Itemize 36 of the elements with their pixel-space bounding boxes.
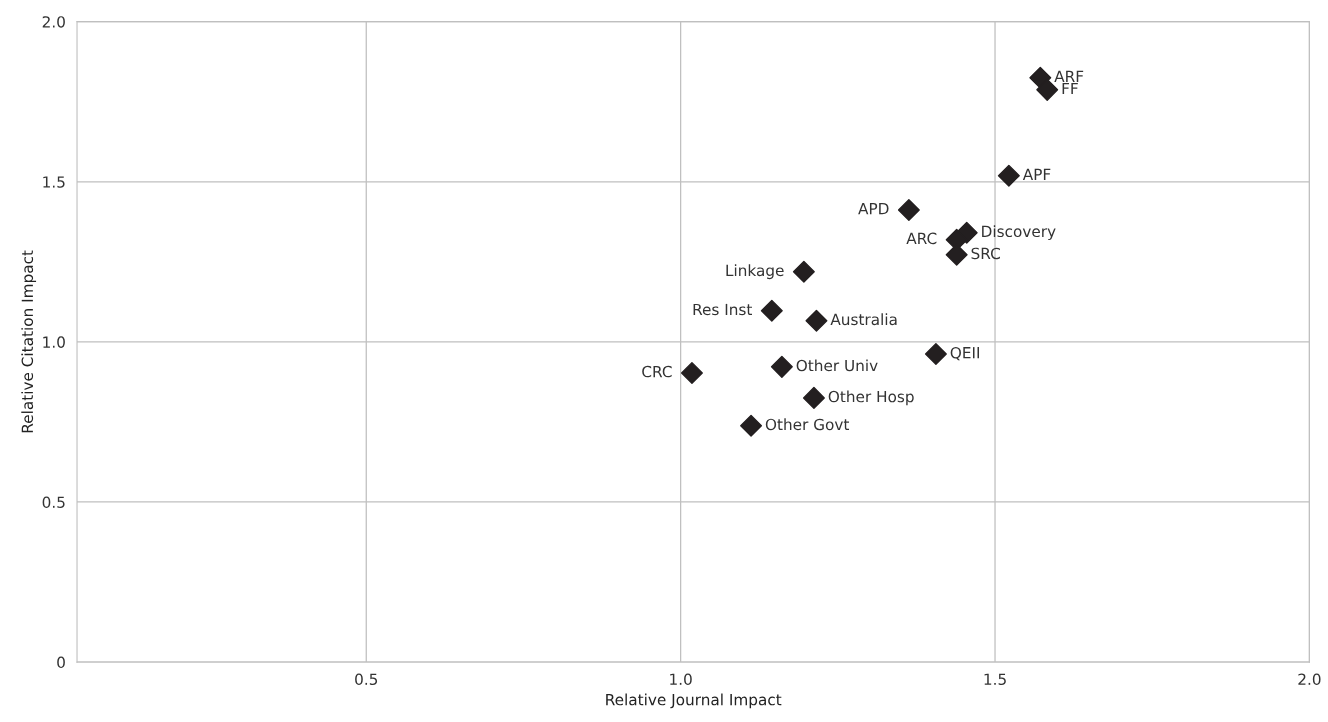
annotation: Other Govt (765, 418, 850, 431)
annotation: APD (858, 203, 889, 215)
point (897, 198, 920, 221)
point (792, 260, 815, 283)
x-tick-label: 2.0 (1298, 673, 1321, 686)
y-tick-label: 2.0 (42, 16, 65, 28)
point (997, 164, 1020, 187)
annotation: APF (1022, 168, 1051, 180)
annotation: Linkage (726, 264, 784, 280)
annotation: QEII (950, 346, 979, 361)
annotation: SRC (971, 247, 1000, 260)
y-tick-label: 1.0 (43, 336, 65, 348)
x-tick-label: 1.5 (984, 673, 1006, 686)
annotation: Other Univ (796, 359, 878, 372)
y-tick-label: 0.5 (42, 496, 65, 508)
point (924, 343, 947, 366)
annotation: ARC (906, 232, 937, 245)
x-tick-label: 0.5 (355, 673, 378, 686)
point (770, 355, 793, 378)
point (760, 299, 783, 322)
annotation: Australia (830, 313, 897, 326)
point (802, 386, 825, 409)
annotation: ARF (1054, 70, 1084, 82)
y-tick-label: 1.5 (43, 176, 65, 188)
annotation: CRC (642, 365, 672, 378)
y-axis-title: Relative Citation Impact (21, 250, 37, 433)
point (680, 361, 703, 384)
annotation: Other Hosp (828, 390, 914, 406)
annotation: Discovery (982, 225, 1056, 241)
x-axis-title: Relative Journal Impact (606, 693, 782, 709)
annotation: FF (1062, 82, 1078, 95)
annotation: Res Inst (693, 303, 752, 316)
y-tick-label: 0 (57, 656, 65, 669)
point (805, 309, 828, 332)
x-tick-label: 1.0 (670, 673, 692, 686)
point (740, 414, 763, 437)
